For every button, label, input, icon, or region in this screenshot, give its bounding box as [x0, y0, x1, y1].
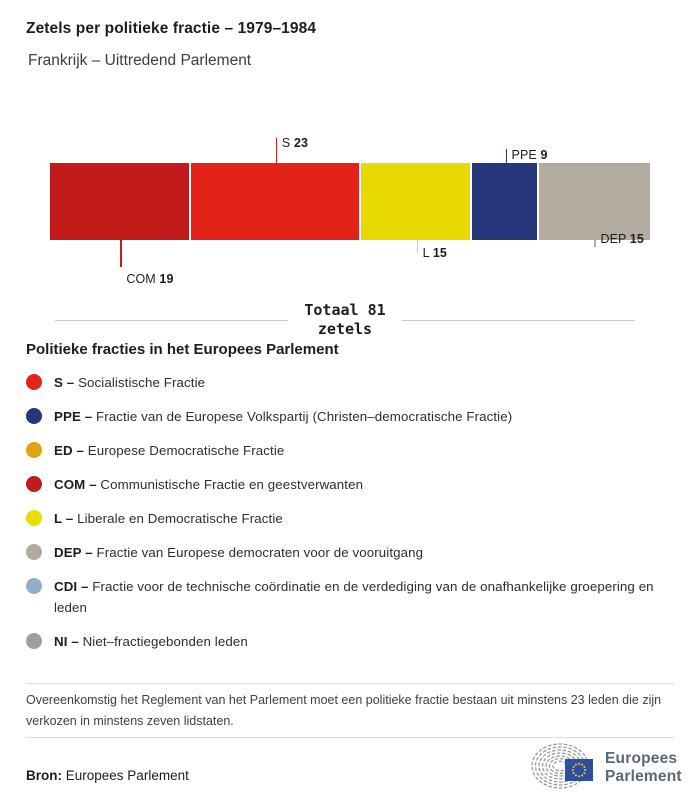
source-line: Bron: Europees Parlement	[26, 768, 189, 783]
callout-label-ppe: PPE 9	[511, 148, 548, 162]
legend-label-com: COM – Communistische Fractie en geestver…	[54, 477, 364, 492]
page-subtitle: Frankrijk – Uittredend Parlement	[28, 52, 252, 69]
divider-right	[401, 319, 635, 321]
page-title: Zetels per politieke fractie – 1979–1984	[26, 20, 317, 37]
stacked-bar-chart: COM 19 S 23 L 15 PPE 9 DEP 15	[0, 0, 700, 300]
legend-label-cdi: CDI – Fractie voor de technische coördin…	[54, 579, 654, 615]
total-seats-line1: Totaal 81	[304, 301, 386, 319]
callout-tick-ppe	[505, 149, 508, 163]
legend-item-ppe: PPE – Fractie van de Europese Volksparti…	[26, 406, 676, 427]
legend-item-ed: ED – Europese Democratische Fractie	[26, 440, 676, 461]
legend-dot-cdi	[26, 578, 42, 594]
seat-bar	[50, 163, 650, 240]
legend-item-ni: NI – Niet–fractiegebonden leden	[26, 631, 676, 652]
legend-dot-ni	[26, 633, 42, 649]
bar-segment-l	[361, 163, 473, 240]
source-label: Bron:	[26, 768, 62, 783]
legend-label-l: L – Liberale en Democratische Fractie	[54, 511, 283, 526]
callout-label-s: S 23	[281, 136, 309, 150]
total-seats-block: Totaal 81 zetels	[55, 300, 635, 340]
callout-label-l: L 15	[422, 246, 447, 260]
bar-segment-dep	[538, 163, 650, 240]
bar-segment-ppe	[472, 163, 539, 240]
ep-hemicycle-icon	[531, 743, 593, 789]
callout-tick-s	[275, 138, 278, 163]
bar-segment-com	[50, 163, 191, 240]
ep-logo: Europees Parlement	[530, 740, 682, 792]
footnote: Overeenkomstig het Reglement van het Par…	[26, 693, 662, 728]
footnote-divider-top	[26, 683, 674, 684]
legend-item-com: COM – Communistische Fractie en geestver…	[26, 474, 676, 495]
callout-tick-l	[416, 240, 419, 253]
callout-tick-dep	[594, 240, 596, 247]
legend-label-s: S – Socialistische Fractie	[54, 375, 206, 390]
ep-logo-text: Europees Parlement	[605, 750, 682, 786]
callout-label-com: COM 19	[126, 272, 174, 286]
legend-dot-s	[26, 374, 42, 390]
total-seats-label: Totaal 81 zetels	[304, 301, 385, 339]
legend-item-cdi: CDI – Fractie voor de technische coördin…	[26, 576, 676, 618]
legend-dot-l	[26, 510, 42, 526]
legend-dot-dep	[26, 544, 42, 560]
footnote-divider-bottom	[26, 737, 674, 738]
legend-label-ppe: PPE – Fractie van de Europese Volksparti…	[54, 409, 513, 424]
legend-item-l: L – Liberale en Democratische Fractie	[26, 508, 676, 529]
legend-dot-com	[26, 476, 42, 492]
legend-label-dep: DEP – Fractie van Europese democraten vo…	[54, 545, 424, 560]
legend-label-ed: ED – Europese Democratische Fractie	[54, 443, 285, 458]
total-seats-line2: zetels	[317, 320, 373, 338]
divider-left	[55, 319, 289, 321]
legend-heading: Politieke fracties in het Europees Parle…	[26, 341, 339, 358]
ep-logo-line1: Europees	[605, 750, 678, 767]
source-text: Europees Parlement	[65, 768, 189, 783]
legend-label-ni: NI – Niet–fractiegebonden leden	[54, 634, 248, 649]
legend-item-dep: DEP – Fractie van Europese democraten vo…	[26, 542, 676, 563]
legend: S – Socialistische Fractie PPE – Fractie …	[26, 372, 676, 665]
legend-dot-ppe	[26, 408, 42, 424]
legend-dot-ed	[26, 442, 42, 458]
callout-label-dep: DEP 15	[600, 232, 644, 246]
legend-item-s: S – Socialistische Fractie	[26, 372, 676, 393]
ep-logo-line2: Parlement	[605, 768, 682, 785]
bar-segment-s	[190, 163, 362, 240]
callout-tick-com	[120, 240, 122, 267]
